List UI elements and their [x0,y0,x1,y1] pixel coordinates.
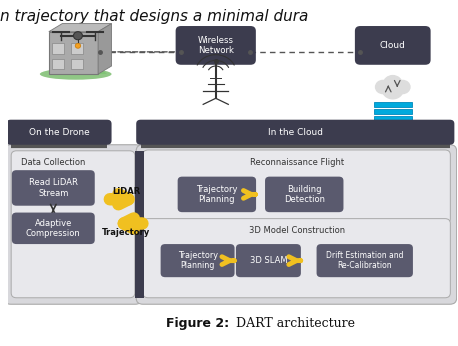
Circle shape [394,80,411,94]
FancyBboxPatch shape [236,244,301,277]
FancyBboxPatch shape [161,244,234,277]
FancyBboxPatch shape [71,59,83,69]
FancyBboxPatch shape [11,151,135,298]
FancyBboxPatch shape [71,43,83,54]
Text: Figure 2:: Figure 2: [166,317,229,330]
FancyBboxPatch shape [178,177,256,212]
Circle shape [75,43,81,48]
FancyBboxPatch shape [374,109,412,115]
FancyBboxPatch shape [12,212,95,244]
Text: Read LiDAR
Stream: Read LiDAR Stream [29,178,78,198]
Text: DART architecture: DART architecture [232,317,354,330]
Text: 3D Model Construction: 3D Model Construction [249,226,345,235]
FancyBboxPatch shape [12,170,95,206]
FancyBboxPatch shape [143,150,450,224]
Polygon shape [49,48,107,74]
FancyBboxPatch shape [135,151,144,298]
Text: Building
Detection: Building Detection [284,185,325,204]
Circle shape [382,79,404,100]
FancyBboxPatch shape [316,244,413,277]
Text: n trajectory that designs a minimal dura: n trajectory that designs a minimal dura [0,9,308,25]
FancyBboxPatch shape [355,26,431,65]
Text: 3D SLAM: 3D SLAM [250,256,287,265]
FancyBboxPatch shape [374,116,412,122]
FancyBboxPatch shape [4,145,142,304]
Circle shape [383,75,403,93]
Polygon shape [49,24,112,32]
Text: Data Collection: Data Collection [21,157,86,166]
Text: On the Drone: On the Drone [28,128,89,137]
Text: Trajectory
Planning: Trajectory Planning [178,251,218,270]
FancyBboxPatch shape [52,43,64,54]
FancyBboxPatch shape [265,177,344,212]
Text: Adaptive
Compression: Adaptive Compression [26,219,81,238]
Text: Trajectory
Planning: Trajectory Planning [196,185,238,204]
Circle shape [375,80,391,94]
FancyBboxPatch shape [49,32,98,74]
Circle shape [73,32,82,40]
FancyBboxPatch shape [6,120,112,145]
Text: Cloud: Cloud [380,41,406,50]
FancyBboxPatch shape [136,120,454,145]
FancyBboxPatch shape [52,59,64,69]
Text: Reconnaissance Flight: Reconnaissance Flight [250,157,344,166]
FancyBboxPatch shape [136,145,457,304]
FancyBboxPatch shape [143,219,450,298]
FancyBboxPatch shape [374,101,412,107]
Polygon shape [98,24,112,74]
Text: Drift Estimation and
Re-Calibration: Drift Estimation and Re-Calibration [326,251,403,270]
Text: In the Cloud: In the Cloud [268,128,323,137]
Text: LiDAR: LiDAR [112,188,140,197]
FancyBboxPatch shape [175,26,256,65]
Text: Trajectory: Trajectory [102,228,150,237]
Text: Wireless
Network: Wireless Network [198,36,234,55]
Ellipse shape [40,69,112,80]
